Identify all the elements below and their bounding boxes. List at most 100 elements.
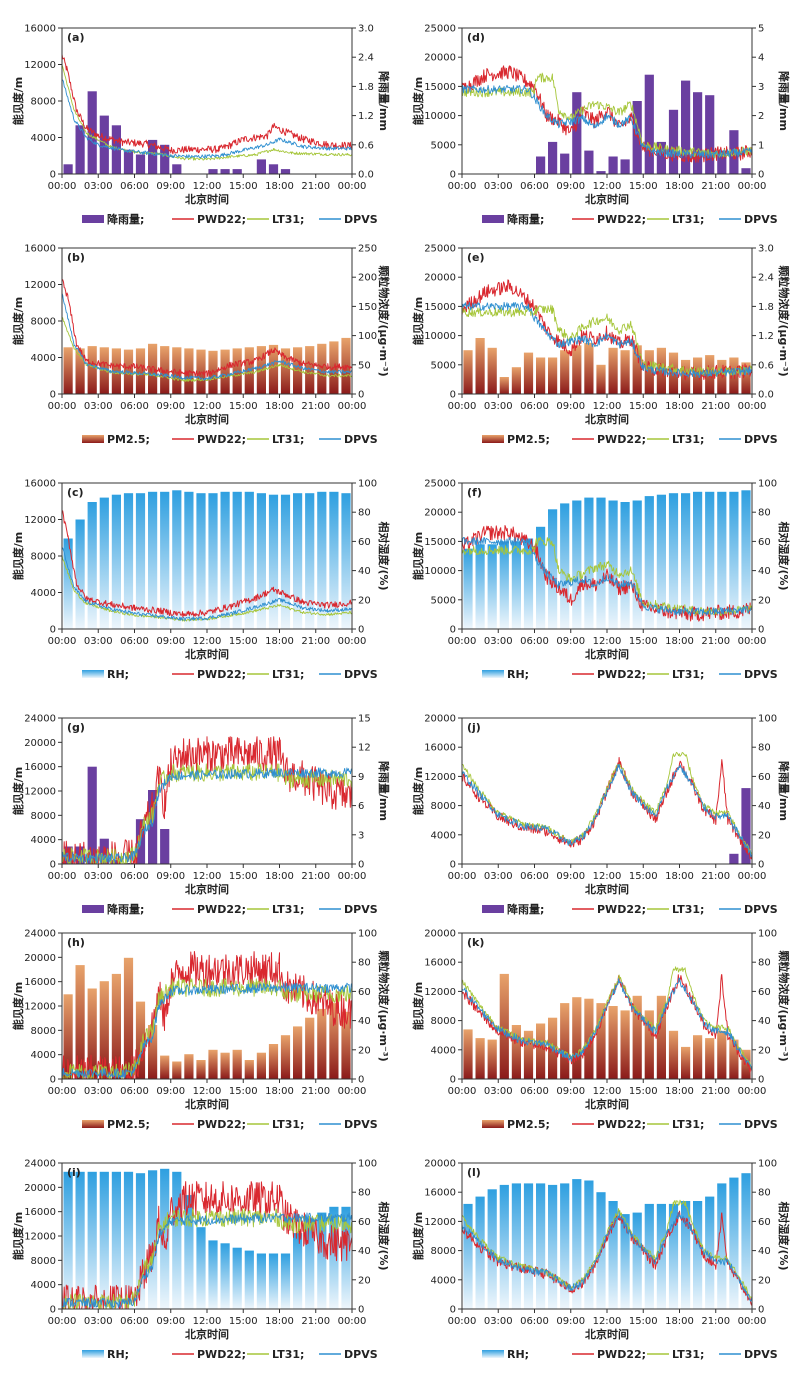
y-axis-label-e: 能见度/m <box>411 297 425 345</box>
bar-a-7 <box>148 139 158 174</box>
bar-l-17 <box>668 1203 679 1309</box>
y2-axis-label-l: 相对湿度/(%) <box>777 1201 791 1270</box>
xtick-label-e-5: 15:00 <box>629 401 658 412</box>
bar-f-9 <box>572 500 582 629</box>
legend-label-d-2: LT31; <box>672 213 704 226</box>
legend-entry-h-0: PM2.5; <box>82 1118 150 1131</box>
legend-entry-l-3: DPVS <box>719 1348 778 1361</box>
xtick-label-d-1: 03:00 <box>484 181 513 192</box>
legend-entry-h-1: PWD22; <box>172 1118 246 1131</box>
xtick-label-f-1: 03:00 <box>484 636 513 647</box>
bar-d-20 <box>705 95 715 174</box>
ytick-label-l-1: 4000 <box>431 1275 456 1286</box>
xtick-label-b-6: 18:00 <box>265 401 294 412</box>
xtick-label-i-6: 18:00 <box>265 1316 294 1327</box>
bar-f-19 <box>693 491 703 629</box>
bar-k-15 <box>644 1010 654 1079</box>
bar-h-0 <box>63 994 73 1079</box>
bar-a-1 <box>75 125 85 174</box>
series-e-dpvs <box>461 301 753 378</box>
xtick-label-l-5: 15:00 <box>629 1316 658 1327</box>
legend-label-c-0: RH; <box>107 668 129 681</box>
legend-entry-c-3: DPVS <box>319 668 378 681</box>
bar-d-6 <box>536 156 546 174</box>
bar-e-23 <box>741 362 751 394</box>
bar-c-23 <box>341 493 351 629</box>
xtick-label-i-4: 12:00 <box>193 1316 222 1327</box>
ytick-label-j-4: 16000 <box>424 743 456 754</box>
bar-i-19 <box>293 1233 303 1309</box>
bar-a-18 <box>280 169 291 174</box>
legend-label-l-1: PWD22; <box>597 1348 646 1361</box>
y2tick-label-c-2: 40 <box>358 566 371 577</box>
bar-k-14 <box>632 995 642 1079</box>
bar-i-6 <box>135 1173 146 1309</box>
bar-i-14 <box>232 1247 242 1309</box>
panel-label-i: (i) <box>67 1166 81 1179</box>
y-axis-label-k: 能见度/m <box>411 982 425 1030</box>
y2tick-label-d-4: 4 <box>758 53 764 64</box>
bar-h-2 <box>87 988 97 1079</box>
xtick-label-g-6: 18:00 <box>265 871 294 882</box>
series-c-dpvs <box>61 547 353 622</box>
legend-entry-k-0: PM2.5; <box>482 1118 550 1131</box>
legend-entry-j-2: LT31; <box>647 903 704 916</box>
ytick-label-e-4: 20000 <box>424 273 456 284</box>
bar-a-5 <box>123 149 134 174</box>
ytick-label-h-4: 16000 <box>24 977 56 988</box>
x-axis-label-i: 北京时间 <box>185 1327 229 1341</box>
bar-f-18 <box>681 493 691 629</box>
bar-b-2 <box>87 346 97 394</box>
xtick-label-g-1: 03:00 <box>84 871 113 882</box>
y2tick-label-a-4: 2.4 <box>358 53 374 64</box>
bar-c-0 <box>63 538 73 629</box>
legend-entry-a-3: DPVS <box>319 213 378 226</box>
y2tick-label-l-3: 60 <box>758 1217 771 1228</box>
legend-entry-g-1: PWD22; <box>172 903 246 916</box>
y2tick-label-a-0: 0.0 <box>358 170 374 181</box>
bar-k-2 <box>487 1039 497 1079</box>
xtick-label-a-5: 15:00 <box>229 181 258 192</box>
xtick-label-l-1: 03:00 <box>484 1316 513 1327</box>
legend-label-l-2: LT31; <box>672 1348 704 1361</box>
y2tick-label-d-1: 1 <box>758 140 764 151</box>
series-f-lt31 <box>461 536 753 617</box>
x-axis-label-j: 北京时间 <box>585 882 629 896</box>
y2tick-label-g-0: 0 <box>358 860 364 871</box>
bar-i-5 <box>123 1171 134 1309</box>
bar-e-6 <box>536 357 546 394</box>
bar-b-1 <box>75 348 85 394</box>
bar-l-19 <box>693 1201 703 1309</box>
bar-f-22 <box>729 491 739 629</box>
legend-swatch-e-0 <box>482 435 504 443</box>
bar-l-4 <box>511 1183 521 1309</box>
bar-i-2 <box>87 1171 97 1309</box>
ytick-label-a-1: 4000 <box>31 133 56 144</box>
legend-entry-l-2: LT31; <box>647 1348 704 1361</box>
legend-label-i-1: PWD22; <box>197 1348 246 1361</box>
xtick-label-b-0: 00:00 <box>48 401 77 412</box>
y2-axis-label-b: 颗粒物浓度/(μg·m⁻³) <box>377 265 391 376</box>
xtick-label-c-6: 18:00 <box>265 636 294 647</box>
ytick-label-h-0: 0 <box>50 1075 56 1086</box>
ytick-label-g-0: 0 <box>50 860 56 871</box>
legend-entry-l-1: PWD22; <box>572 1348 646 1361</box>
ytick-label-i-3: 12000 <box>24 1232 56 1243</box>
bar-h-5 <box>123 957 134 1079</box>
bar-e-10 <box>584 342 594 394</box>
bar-h-10 <box>184 1054 194 1079</box>
xtick-label-g-4: 12:00 <box>193 871 222 882</box>
bar-i-3 <box>99 1171 109 1309</box>
y2tick-label-g-1: 3 <box>358 830 364 841</box>
xtick-label-g-0: 00:00 <box>48 871 77 882</box>
y2tick-label-g-2: 6 <box>358 801 364 812</box>
bar-f-20 <box>705 491 715 629</box>
xtick-label-b-1: 03:00 <box>84 401 113 412</box>
legend-entry-i-0: RH; <box>82 1348 129 1361</box>
series-h-pwd22 <box>62 951 353 1080</box>
series-c-pwd22 <box>61 510 353 618</box>
xtick-label-h-3: 09:00 <box>156 1086 185 1097</box>
legend-entry-d-3: DPVS <box>719 213 778 226</box>
y2tick-label-c-3: 60 <box>358 537 371 548</box>
legend-entry-b-1: PWD22; <box>172 433 246 446</box>
